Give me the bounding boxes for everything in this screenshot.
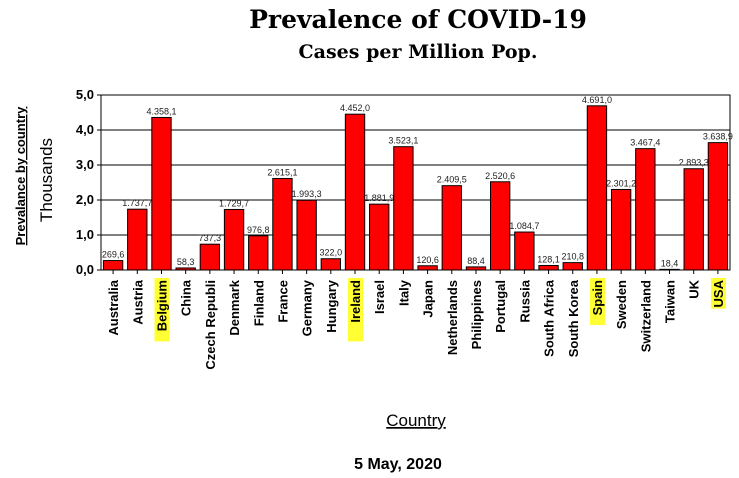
bar-value-label: 2.615,1 (267, 167, 297, 177)
date-label: 5 May, 2020 (354, 456, 442, 473)
bar-value-label: 1.993,3 (292, 189, 322, 199)
bar-value-label: 2.301,2 (606, 178, 636, 188)
bar (562, 262, 583, 271)
bar (514, 231, 535, 271)
bar (320, 258, 342, 271)
bar-value-label: 2.893,3 (679, 158, 709, 168)
category-label: South Africa (542, 279, 557, 357)
bar-value-label: 4.691,0 (582, 95, 612, 105)
bar-value-label: 2.520,6 (485, 171, 515, 181)
category-label: Ireland (348, 280, 363, 323)
bar-value-label: 1.737,7 (122, 198, 152, 208)
category-label: Russia (517, 279, 532, 322)
bar (707, 142, 729, 271)
category-label: Japan (421, 280, 436, 318)
bar (223, 208, 245, 271)
category-label: Hungary (324, 279, 339, 333)
plot-frame (100, 94, 731, 271)
bar (175, 267, 196, 271)
chart-subtitle: Cases per Million Pop. (299, 41, 538, 63)
y-tick-label: 3,0 (76, 157, 94, 172)
category-label: Austria (130, 279, 145, 325)
bar-value-label: 58,3 (177, 257, 195, 267)
bar-value-label: 120,6 (416, 255, 439, 265)
category-label: Israel (372, 280, 387, 314)
category-label: UK (687, 279, 702, 298)
bar-value-label: 3.523,1 (388, 136, 418, 146)
bar-value-label: 976,8 (247, 225, 270, 235)
bar (102, 260, 124, 271)
bar (659, 268, 680, 271)
bar-value-label: 210,8 (561, 252, 584, 262)
category-label: Sweden (614, 280, 629, 329)
category-label: Australia (106, 279, 121, 335)
category-label: Portugal (493, 280, 508, 333)
plot-area: 0,0 1,0 2,0 3,0 4,0 5,0 269,6 Australia 1.737,7 A… (76, 87, 733, 370)
bar-value-label: 1.084,7 (509, 221, 539, 231)
bar (127, 208, 148, 271)
bar (344, 113, 366, 271)
bar (151, 116, 172, 271)
bar (417, 265, 438, 271)
y-axis-unit-label: Thousands (37, 138, 56, 222)
y-tick-label: 1,0 (76, 227, 94, 242)
category-label: Spain (590, 280, 605, 315)
bar-value-label: 4.358,1 (146, 106, 176, 116)
bar (538, 265, 559, 271)
category-label: Denmark (227, 279, 242, 335)
y-tick-label: 5,0 (76, 87, 94, 102)
bar (586, 105, 608, 271)
category-label: Finland (251, 280, 266, 326)
bar (441, 185, 462, 271)
bar-value-label: 2.409,5 (437, 175, 467, 185)
bar (272, 177, 293, 271)
bar (635, 148, 656, 271)
highlight-marker (154, 278, 170, 342)
category-label: Philippines (469, 280, 484, 349)
bar-value-label: 269,6 (102, 250, 125, 260)
category-label: China (179, 279, 194, 316)
bar-value-label: 18,4 (661, 258, 679, 268)
category-label: Taiwan (663, 280, 678, 323)
bar (610, 188, 632, 271)
x-axis-label: Country (386, 411, 446, 430)
bar-value-label: 322,0 (320, 248, 343, 258)
bar-value-label: 3.467,4 (630, 138, 660, 148)
highlight-marker (348, 278, 364, 342)
y-tick-label: 2,0 (76, 192, 94, 207)
bar (683, 168, 704, 271)
bar (393, 146, 414, 271)
category-label: Italy (396, 279, 411, 306)
bar-value-label: 128,1 (537, 255, 560, 265)
bar (489, 181, 511, 271)
bar-value-label: 1.729,7 (219, 198, 249, 208)
chart-title: Prevalence of COVID-19 (249, 5, 587, 34)
category-label: Switzerland (638, 280, 653, 352)
category-label: USA (711, 279, 726, 307)
y-axis-label: Prevalance by country (13, 106, 28, 245)
category-label: France (275, 280, 290, 323)
bar-value-label: 1.881,9 (364, 193, 394, 203)
category-label: South Korea (566, 279, 581, 357)
bar (465, 266, 487, 271)
category-label: Netherlands (445, 280, 460, 355)
highlight-marker (589, 278, 605, 325)
category-label: Belgium (154, 280, 169, 331)
y-tick-label: 4,0 (76, 122, 94, 137)
bar (369, 203, 390, 271)
bar-value-label: 4.452,0 (340, 103, 370, 113)
bar (248, 235, 269, 271)
bar-value-label: 737,3 (199, 233, 222, 243)
category-label: Czech Republi (203, 280, 218, 370)
bar-value-label: 3.638,9 (703, 132, 733, 142)
bar-value-label: 88,4 (467, 256, 485, 266)
category-label: Germany (300, 279, 315, 336)
bar (199, 243, 221, 271)
highlight-marker (710, 278, 726, 309)
bar (296, 199, 317, 271)
y-tick-label: 0,0 (76, 262, 94, 277)
